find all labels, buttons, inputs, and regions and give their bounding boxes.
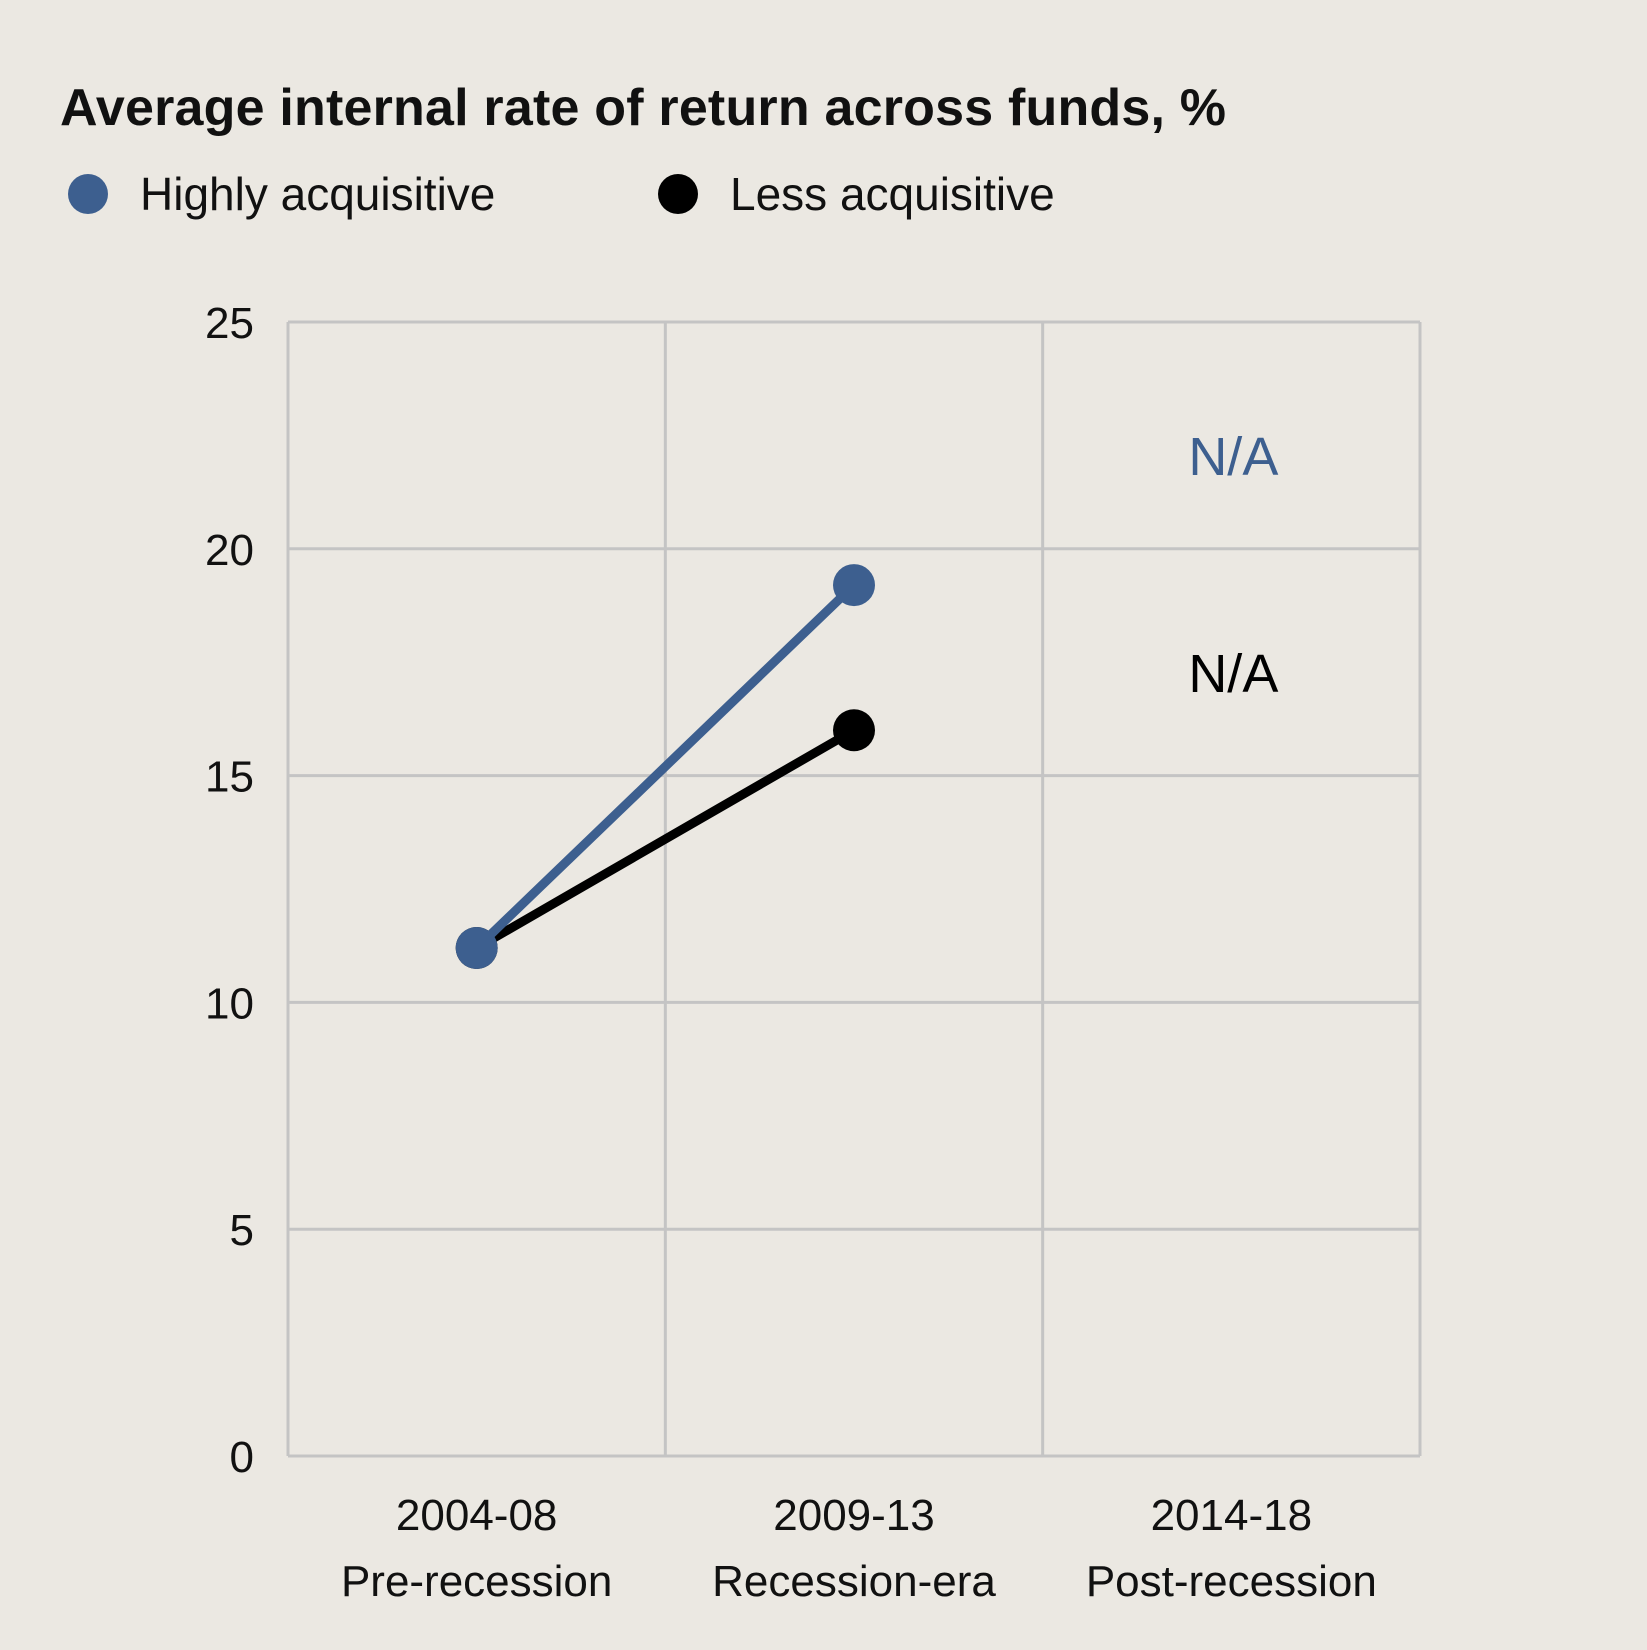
legend-label-highly-acquisitive: Highly acquisitive [140, 168, 496, 220]
series-0-point-0 [455, 926, 498, 969]
chart-title: Average internal rate of return across f… [60, 79, 1227, 137]
x-tick-sublabel-0: Pre-recession [341, 1557, 612, 1606]
y-tick-label-5: 5 [230, 1206, 254, 1255]
series-0-point-1 [833, 564, 875, 607]
x-tick-sublabel-1: Recession-era [712, 1557, 996, 1606]
x-axis-ticks: 2004-08 Pre-recession 2009-13 Recession-era… [341, 1491, 1377, 1606]
grid [286, 320, 1422, 1458]
y-axis-ticks: 0 5 10 15 20 25 [205, 299, 254, 1482]
y-tick-label-15: 15 [205, 753, 254, 802]
series [455, 564, 875, 969]
series-line-0 [472, 580, 859, 953]
y-tick-label-20: 20 [205, 526, 254, 575]
x-tick-label-0: 2004-08 [396, 1491, 557, 1540]
legend-marker-highly-acquisitive [68, 174, 108, 214]
y-tick-label-10: 10 [205, 979, 254, 1028]
x-tick-sublabel-2: Post-recession [1086, 1557, 1377, 1606]
series-line-1 [472, 725, 859, 953]
series-1-point-1 [833, 709, 875, 752]
na-label-series-0: N/A [1188, 427, 1278, 487]
legend-item-highly-acquisitive: Highly acquisitive [68, 168, 495, 220]
legend-label-less-acquisitive: Less acquisitive [730, 168, 1055, 220]
x-tick-label-2: 2014-18 [1151, 1491, 1312, 1540]
na-label-series-1: N/A [1188, 644, 1278, 704]
na-annotations: N/A N/A [1188, 427, 1278, 704]
y-tick-label-0: 0 [230, 1433, 254, 1482]
x-tick-label-1: 2009-13 [773, 1491, 934, 1540]
legend-item-less-acquisitive: Less acquisitive [658, 168, 1055, 220]
legend-marker-less-acquisitive [658, 174, 698, 214]
y-tick-label-25: 25 [205, 299, 254, 348]
